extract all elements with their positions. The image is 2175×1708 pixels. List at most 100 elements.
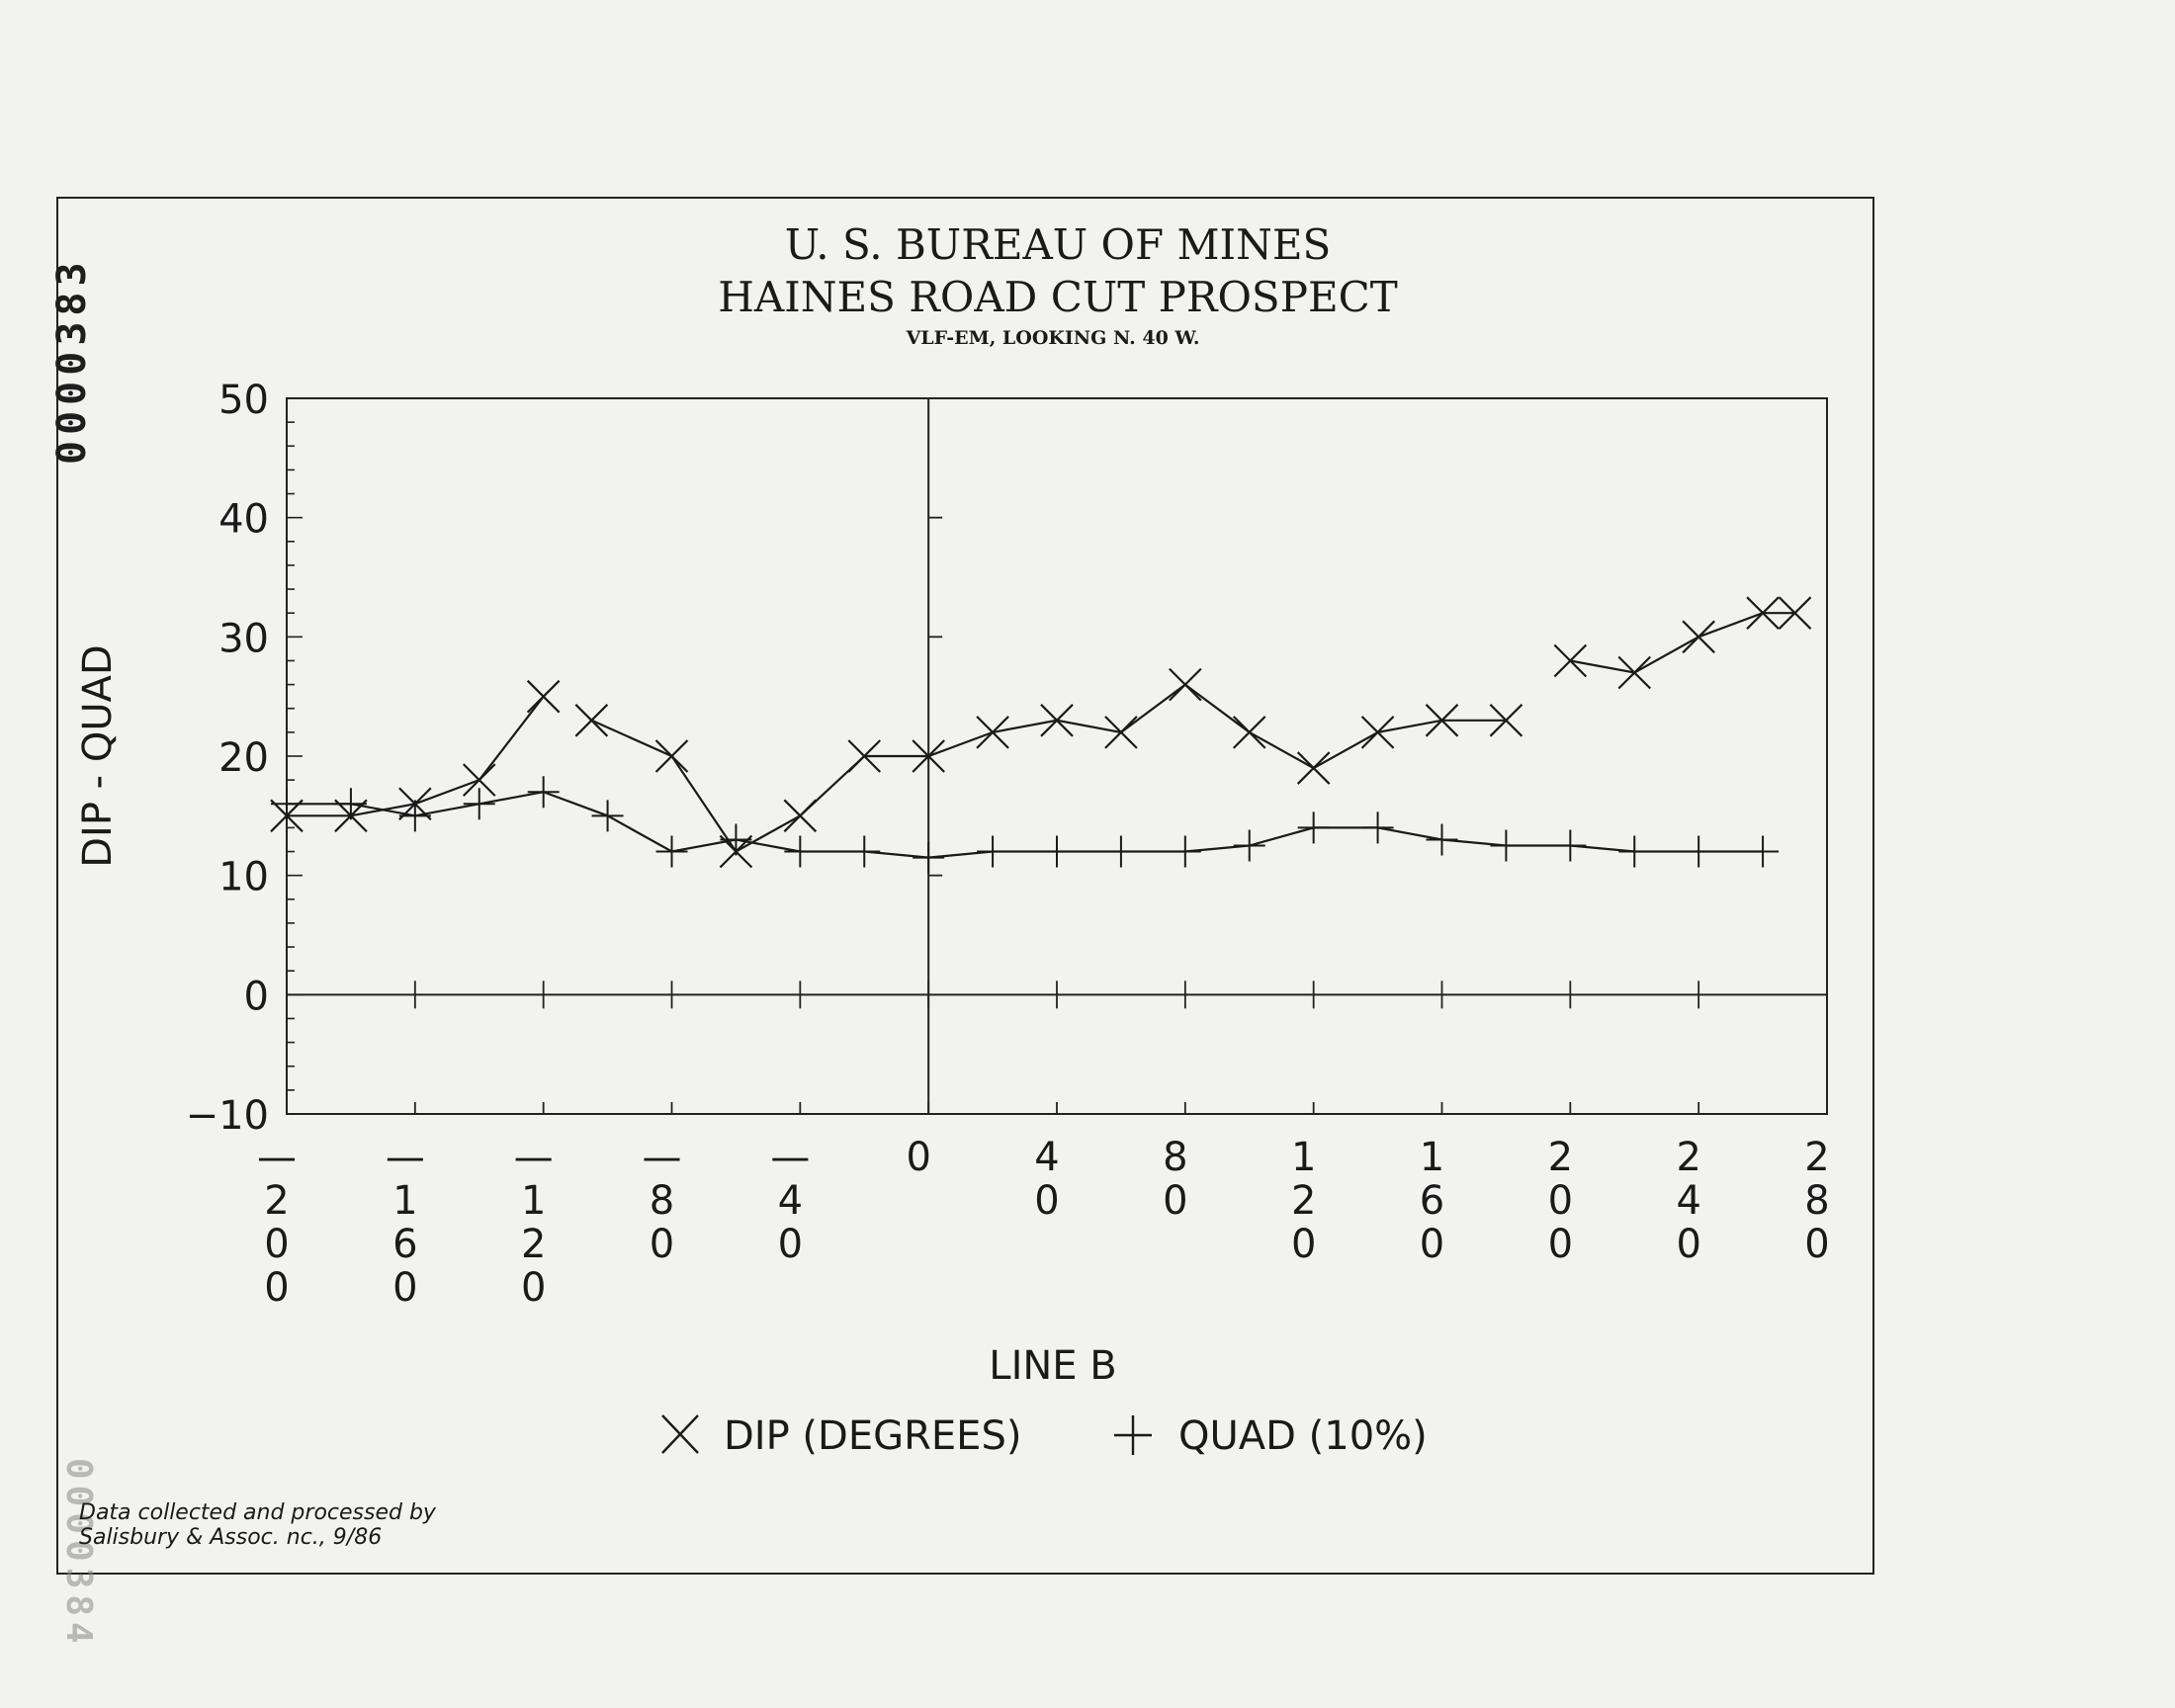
x-tick-label: 0 (1548, 1178, 1573, 1224)
quad-point (913, 841, 945, 874)
legend-plus-marker (1114, 1415, 1152, 1455)
quad-point (1297, 811, 1330, 844)
quad-point (1361, 811, 1394, 844)
x-tick-label: 1 (1420, 1135, 1444, 1180)
y-tick-label: 10 (218, 855, 269, 900)
dip-point (847, 739, 882, 773)
x-tick-label: — (770, 1135, 810, 1180)
dip-point (1360, 716, 1395, 749)
x-tick-label: 0 (906, 1135, 930, 1180)
quad-series-line (287, 791, 1764, 859)
dip-point (1617, 655, 1652, 690)
chart-subtitle: HAINES ROAD CUT PROSPECT (718, 273, 1398, 321)
dip-point (1425, 704, 1459, 737)
quad-point (655, 835, 688, 868)
x-tick-label: 8 (1804, 1178, 1829, 1224)
credit-line-2: Salisbury & Assoc. nc., 9/86 (79, 1525, 383, 1550)
quad-point (463, 788, 495, 820)
x-tick-label: 0 (1163, 1178, 1187, 1224)
quad-point (334, 788, 367, 820)
credit-note: Data collected and processed by Salisbur… (79, 1500, 436, 1550)
quad-point (1554, 829, 1587, 862)
quad-point (591, 800, 624, 832)
quad-point (720, 823, 752, 856)
dip-point (783, 799, 818, 833)
dip-point (1040, 704, 1074, 737)
dip-series-line (287, 696, 545, 817)
x-tick-label: 4 (1034, 1135, 1059, 1180)
dip-point (1296, 751, 1331, 785)
dip-point (654, 739, 689, 773)
x-tick-label: 2 (1548, 1135, 1573, 1180)
quad-point (1169, 835, 1201, 868)
x-tick-label: 4 (1676, 1178, 1700, 1224)
legend-quad-label: QUAD (10%) (1178, 1413, 1428, 1459)
quad-point (1233, 829, 1265, 862)
x-tick-label: 1 (521, 1178, 546, 1224)
x-tick-label: 8 (650, 1178, 674, 1224)
quad-point (1683, 835, 1715, 868)
quad-point (527, 776, 560, 809)
x-tick-label: 0 (1676, 1222, 1700, 1267)
x-tick-label: 2 (1291, 1178, 1316, 1224)
dip-point (1553, 643, 1588, 678)
x-tick-label: 2 (1804, 1135, 1829, 1180)
quad-point (271, 788, 303, 820)
quad-point (784, 835, 817, 868)
dip-point (976, 716, 1009, 749)
quad-point (398, 800, 431, 832)
legend-x-marker (661, 1414, 699, 1454)
x-tick-label: 0 (264, 1265, 289, 1311)
x-tick-label: — (514, 1135, 554, 1180)
y-tick-label: 0 (244, 974, 269, 1019)
x-tick-label: 0 (1291, 1222, 1316, 1267)
y-tick-label: 40 (218, 497, 269, 543)
x-tick-label: 1 (1291, 1135, 1316, 1180)
legend-dip-label: DIP (DEGREES) (724, 1413, 1021, 1459)
dip-point (1489, 704, 1523, 737)
x-tick-label: 0 (1420, 1222, 1444, 1267)
dip-point (1682, 620, 1715, 654)
series (270, 596, 1812, 874)
x-tick-label: 2 (1676, 1135, 1700, 1180)
figure-border (56, 197, 1874, 1575)
quad-point (977, 835, 1009, 868)
quad-point (848, 835, 881, 868)
x-tick-label: 0 (521, 1265, 546, 1311)
dip-series-line (590, 683, 1507, 853)
dip-point (1232, 716, 1266, 749)
x-tick-label: 1 (392, 1178, 417, 1224)
x-tick-label: 0 (264, 1222, 289, 1267)
x-tick-label: 4 (778, 1178, 803, 1224)
x-tick-label: 0 (1548, 1222, 1573, 1267)
x-tick-label: 0 (778, 1222, 803, 1267)
dip-point (1746, 596, 1780, 630)
y-tick-label: 20 (218, 735, 269, 781)
y-tick-label: −10 (186, 1093, 269, 1139)
x-tick-label: 0 (1804, 1222, 1829, 1267)
dip-point (912, 739, 945, 773)
y-axis-label: DIP - QUAD (75, 644, 121, 868)
dip-point (526, 679, 561, 714)
dip-point (1104, 716, 1138, 749)
x-axis-label: LINE B (989, 1343, 1116, 1389)
x-tick-label: 0 (1034, 1178, 1059, 1224)
legend: DIP (DEGREES) QUAD (10%) (661, 1413, 1428, 1459)
y-tick-label: 50 (218, 378, 269, 423)
chart-subsubtitle: VLF-EM, LOOKING N. 40 W. (906, 327, 1200, 349)
quad-point (1104, 835, 1137, 868)
x-tick-label: 6 (392, 1222, 417, 1267)
quad-point (1747, 835, 1780, 868)
x-tick-label: — (386, 1135, 425, 1180)
dip-point (1778, 596, 1812, 630)
dip-point (574, 704, 609, 737)
credit-line-1: Data collected and processed by (79, 1500, 436, 1525)
x-tick-label: 6 (1420, 1178, 1444, 1224)
x-tick-label: 0 (650, 1222, 674, 1267)
dip-point (462, 763, 496, 797)
document-number-stamp: 0000383 (49, 256, 95, 465)
quad-point (1041, 835, 1073, 868)
quad-point (1426, 823, 1458, 856)
